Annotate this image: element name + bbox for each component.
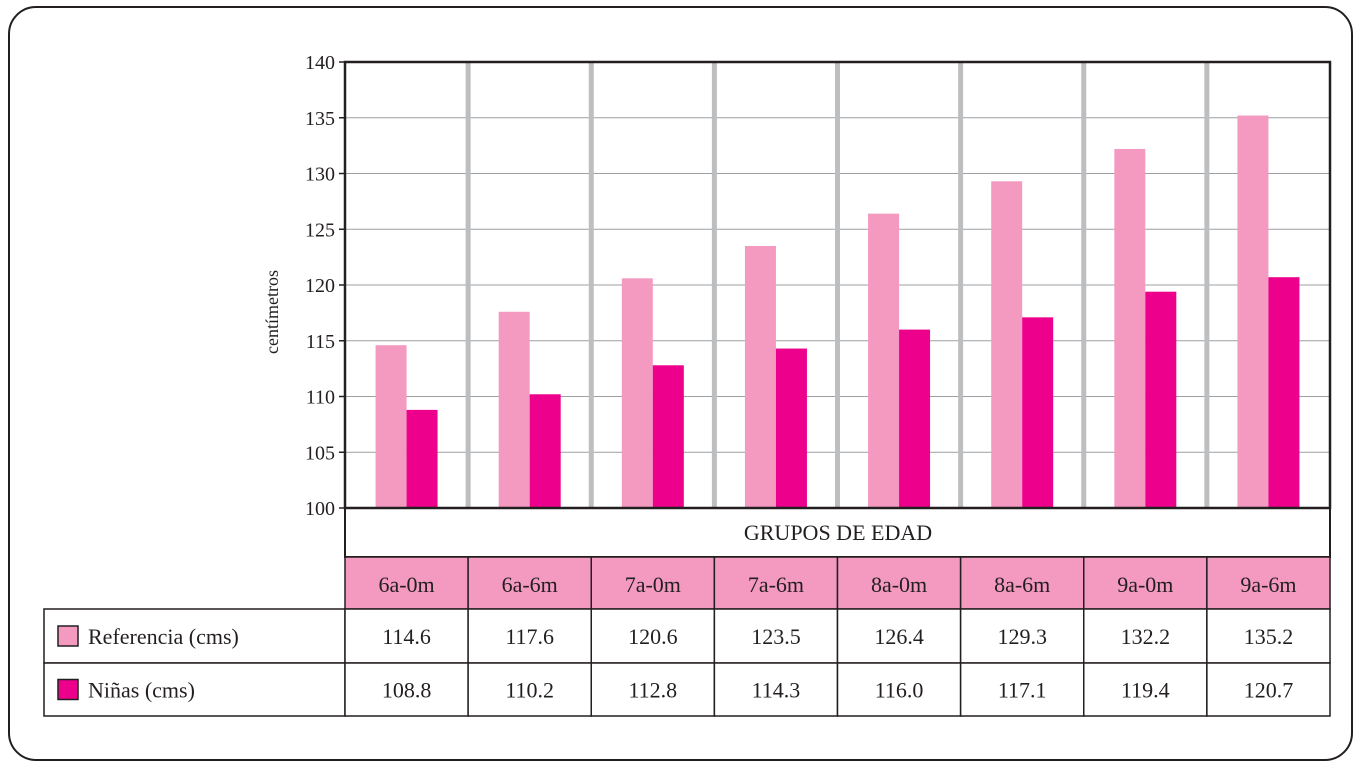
category-label: 8a-0m bbox=[871, 572, 927, 597]
bar-referencia bbox=[1237, 115, 1269, 509]
data-label: 117.6 bbox=[505, 624, 554, 649]
data-label: 108.8 bbox=[382, 678, 432, 703]
legend-label: Referencia (cms) bbox=[88, 624, 239, 649]
bar-referencia bbox=[1114, 148, 1146, 508]
bar-ninas bbox=[1145, 291, 1177, 508]
data-label: 123.5 bbox=[751, 624, 801, 649]
y-tick-label: 125 bbox=[305, 219, 335, 241]
category-label: 6a-6m bbox=[502, 572, 558, 597]
bar-referencia bbox=[991, 181, 1023, 508]
header-cell bbox=[959, 556, 1085, 610]
legend-cell bbox=[43, 608, 346, 664]
bars bbox=[375, 115, 1300, 509]
category-label: 6a-0m bbox=[378, 572, 434, 597]
value-cell bbox=[1206, 608, 1331, 664]
value-cell bbox=[344, 662, 469, 717]
header-cell bbox=[467, 556, 592, 610]
bar-referencia bbox=[498, 311, 530, 508]
bar-ninas bbox=[406, 409, 438, 508]
value-cell bbox=[959, 662, 1085, 717]
legend-cell bbox=[43, 662, 346, 717]
data-label: 129.3 bbox=[997, 624, 1047, 649]
data-label: 117.1 bbox=[998, 678, 1047, 703]
bar-ninas bbox=[1022, 317, 1054, 508]
data-label: 120.6 bbox=[628, 624, 678, 649]
category-label: 8a-6m bbox=[994, 572, 1050, 597]
y-axis-label: centímetros bbox=[262, 270, 282, 354]
data-label: 120.7 bbox=[1244, 678, 1294, 703]
data-label: 126.4 bbox=[874, 624, 924, 649]
value-cell bbox=[713, 662, 839, 717]
legend-swatch-referencia bbox=[57, 625, 79, 647]
data-label: 112.8 bbox=[628, 678, 677, 703]
data-label: 119.4 bbox=[1121, 678, 1170, 703]
category-label: 9a-0m bbox=[1117, 572, 1173, 597]
bar-ninas bbox=[1268, 277, 1300, 508]
legend-swatch-ninas bbox=[57, 678, 79, 701]
bar-referencia bbox=[375, 345, 407, 508]
bar-referencia bbox=[621, 278, 653, 508]
data-label: 114.6 bbox=[382, 624, 431, 649]
y-axis: 100 105 110 115 120 125 130 135 140 bbox=[305, 52, 1332, 520]
chart-frame bbox=[8, 6, 1353, 761]
legend-label: Niñas (cms) bbox=[88, 678, 195, 703]
category-label: 9a-6m bbox=[1240, 572, 1296, 597]
y-tick-label: 105 bbox=[305, 442, 335, 464]
y-tick-label: 135 bbox=[305, 108, 335, 130]
bar-referencia bbox=[868, 213, 900, 508]
data-label: 114.3 bbox=[752, 678, 801, 703]
header-cell bbox=[1206, 556, 1331, 610]
bar-referencia bbox=[744, 245, 776, 508]
value-cell bbox=[959, 608, 1085, 664]
category-separators bbox=[465, 62, 1210, 508]
y-tick-label: 140 bbox=[305, 52, 335, 74]
bar-ninas bbox=[652, 365, 684, 508]
data-table: 6a-0m 6a-6m 7a-0m 7a-6m 8a-0m 8a-6m 9a-0m 9a-6m… bbox=[43, 507, 1331, 717]
value-cell bbox=[836, 662, 962, 717]
bar-ninas bbox=[529, 394, 561, 508]
y-tick-label: 120 bbox=[305, 275, 335, 297]
data-label: 116.0 bbox=[875, 678, 924, 703]
value-cell bbox=[1206, 662, 1331, 717]
data-label: 135.2 bbox=[1244, 624, 1294, 649]
category-label: 7a-6m bbox=[748, 572, 804, 597]
data-label: 132.2 bbox=[1121, 624, 1171, 649]
bar-ninas bbox=[775, 348, 807, 508]
x-axis-label: GRUPOS DE EDAD bbox=[744, 520, 932, 545]
category-label: 7a-0m bbox=[625, 572, 681, 597]
y-tick-label: 130 bbox=[305, 164, 335, 186]
value-cell bbox=[467, 662, 592, 717]
value-cell bbox=[836, 608, 962, 664]
bar-ninas bbox=[899, 329, 931, 508]
y-tick-label: 100 bbox=[305, 498, 335, 520]
y-tick-label: 110 bbox=[306, 387, 335, 409]
data-label: 110.2 bbox=[505, 678, 554, 703]
header-cell bbox=[713, 556, 839, 610]
y-tick-label: 115 bbox=[306, 331, 335, 353]
